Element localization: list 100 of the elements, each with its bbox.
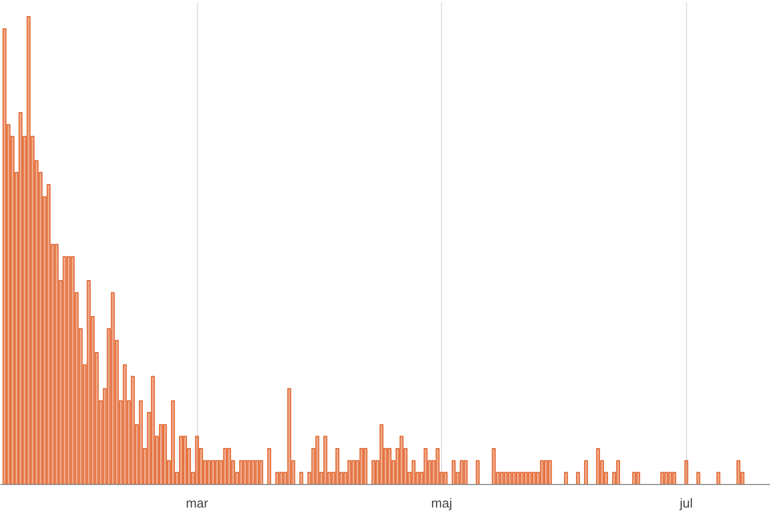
bar	[524, 472, 528, 484]
bar	[70, 256, 75, 484]
bar	[18, 112, 22, 484]
bar	[548, 460, 552, 484]
bar	[440, 472, 444, 484]
x-tick-label: maj	[431, 496, 452, 510]
bar	[424, 448, 428, 484]
bar	[146, 412, 151, 484]
bar	[171, 400, 175, 484]
bar	[736, 460, 740, 484]
bar	[6, 124, 10, 484]
bar	[528, 472, 532, 484]
bar	[464, 460, 468, 484]
bar	[10, 136, 14, 484]
bar	[102, 388, 107, 484]
bar	[138, 400, 143, 484]
bar	[400, 436, 404, 484]
bar	[372, 460, 376, 484]
bar	[154, 436, 159, 484]
bar	[187, 448, 191, 484]
bar	[596, 448, 600, 484]
bar	[616, 460, 620, 484]
bar	[86, 280, 91, 484]
bar	[2, 28, 6, 484]
bar	[476, 460, 480, 484]
bar	[106, 328, 111, 484]
bar	[532, 472, 536, 484]
bar	[412, 460, 416, 484]
bar	[604, 472, 608, 484]
bar	[384, 448, 388, 484]
bar	[380, 424, 384, 484]
bar	[78, 328, 83, 484]
bar	[50, 244, 55, 484]
bar	[191, 472, 195, 484]
bar	[520, 472, 524, 484]
bar	[408, 472, 412, 484]
bar	[600, 460, 604, 484]
bar	[584, 460, 588, 484]
bar	[516, 472, 520, 484]
bar	[46, 184, 51, 484]
bar	[74, 292, 79, 484]
bar	[456, 472, 460, 484]
bar	[460, 460, 464, 484]
bar	[504, 472, 508, 484]
bar	[130, 376, 135, 484]
bar	[38, 172, 43, 484]
bar	[612, 472, 616, 484]
bar	[58, 280, 63, 484]
bar	[404, 448, 408, 484]
bar	[183, 436, 187, 484]
bar	[175, 472, 179, 484]
bar	[388, 448, 392, 484]
bar	[376, 460, 380, 484]
x-tick-label: jul	[678, 496, 693, 510]
bar	[564, 472, 568, 484]
bar	[576, 472, 580, 484]
bar	[632, 472, 636, 484]
bar	[396, 448, 400, 484]
bar	[636, 472, 640, 484]
bar	[179, 436, 183, 484]
bar	[118, 400, 123, 484]
bar	[716, 472, 720, 484]
bar	[436, 448, 440, 484]
bar	[82, 364, 87, 484]
bar	[392, 460, 396, 484]
bar	[540, 460, 544, 484]
bar	[30, 136, 35, 484]
bar	[114, 340, 119, 484]
bar	[420, 472, 424, 484]
bar	[26, 16, 31, 484]
bar	[134, 424, 139, 484]
bar	[22, 136, 27, 484]
bar	[126, 400, 131, 484]
x-tick-label: mar	[186, 496, 209, 510]
bar	[452, 460, 456, 484]
bar	[444, 472, 448, 484]
bar	[90, 316, 95, 484]
bar	[42, 196, 47, 484]
bar	[98, 400, 103, 484]
bar	[94, 352, 99, 484]
bar	[544, 460, 548, 484]
bar	[34, 160, 39, 484]
bar	[432, 460, 436, 484]
bar	[158, 424, 163, 484]
bar	[508, 472, 512, 484]
bar	[364, 448, 368, 484]
bar	[536, 472, 540, 484]
bar	[416, 472, 420, 484]
bar	[512, 472, 516, 484]
bar	[110, 292, 115, 484]
bar	[54, 244, 59, 484]
bar	[142, 448, 147, 484]
bar	[122, 364, 127, 484]
bar	[684, 460, 688, 484]
bar	[14, 172, 18, 484]
bar	[150, 376, 155, 484]
bar	[428, 460, 432, 484]
bar	[66, 256, 71, 484]
bar	[62, 256, 67, 484]
bar	[162, 424, 167, 484]
